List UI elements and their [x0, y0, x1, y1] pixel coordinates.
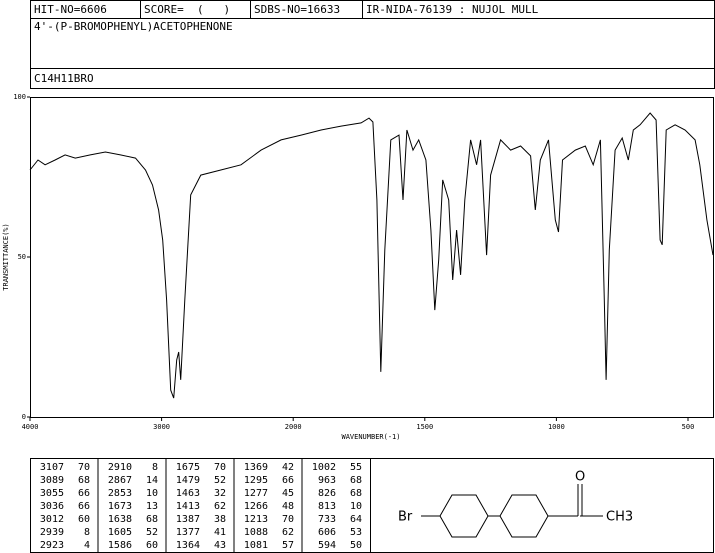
peak-transmittance: 60	[78, 514, 90, 525]
peak-wavenumber: 733	[318, 514, 336, 525]
atom-label: CH3	[606, 510, 633, 525]
peak-transmittance: 70	[214, 462, 226, 473]
peak-wavenumber: 1675	[176, 462, 200, 473]
peak-transmittance: 4	[84, 540, 90, 551]
peak-transmittance: 64	[350, 514, 362, 525]
peak-transmittance: 57	[282, 540, 294, 551]
ring	[499, 494, 549, 538]
peak-transmittance: 13	[146, 501, 158, 512]
peak-wavenumber: 594	[318, 540, 336, 551]
peak-transmittance: 62	[282, 527, 294, 538]
peak-transmittance: 68	[146, 514, 158, 525]
peak-transmittance: 70	[78, 462, 90, 473]
peak-wavenumber: 1213	[244, 514, 268, 525]
spectrum-line	[29, 112, 714, 399]
peak-transmittance: 52	[214, 475, 226, 486]
peak-transmittance: 66	[282, 475, 294, 486]
x-tick-label: 4000	[22, 423, 39, 431]
peak-wavenumber: 1295	[244, 475, 268, 486]
peak-wavenumber: 2923	[40, 540, 64, 551]
peak-wavenumber: 1277	[244, 488, 268, 499]
peak-transmittance: 60	[146, 540, 158, 551]
peak-transmittance: 48	[282, 501, 294, 512]
peak-transmittance: 53	[350, 527, 362, 538]
y-axis-label: TRANSMITTANCE(%)	[2, 223, 10, 290]
atom-label: Br	[398, 510, 413, 525]
peak-transmittance: 68	[350, 488, 362, 499]
atom-label: O	[575, 470, 585, 485]
peak-transmittance: 70	[282, 514, 294, 525]
peak-transmittance: 10	[146, 488, 158, 499]
peak-transmittance: 41	[214, 527, 226, 538]
peak-transmittance: 66	[78, 501, 90, 512]
peak-wavenumber: 3055	[40, 488, 64, 499]
peak-transmittance: 38	[214, 514, 226, 525]
peak-wavenumber: 1266	[244, 501, 268, 512]
peak-transmittance: 45	[282, 488, 294, 499]
peak-wavenumber: 1364	[176, 540, 200, 551]
peak-wavenumber: 2867	[108, 475, 132, 486]
y-tick-label: 100	[13, 93, 26, 101]
plot-frame	[30, 97, 714, 418]
peak-wavenumber: 3107	[40, 462, 64, 473]
peak-wavenumber: 2910	[108, 462, 132, 473]
peak-transmittance: 68	[350, 475, 362, 486]
peak-wavenumber: 1377	[176, 527, 200, 538]
peak-transmittance: 62	[214, 501, 226, 512]
formula: C14H11BRO	[34, 72, 94, 85]
peak-wavenumber: 1387	[176, 514, 200, 525]
peak-wavenumber: 1463	[176, 488, 200, 499]
score: SCORE= ( )	[144, 3, 230, 16]
x-axis-label: WAVENUMBER(-1)	[341, 433, 400, 441]
x-tick-label: 3000	[153, 423, 170, 431]
peak-wavenumber: 813	[318, 501, 336, 512]
peak-transmittance: 52	[146, 527, 158, 538]
peak-transmittance: 50	[350, 540, 362, 551]
peak-wavenumber: 606	[318, 527, 336, 538]
x-tick-label: 500	[682, 423, 695, 431]
ring	[439, 494, 489, 538]
peak-wavenumber: 3036	[40, 501, 64, 512]
peak-wavenumber: 1586	[108, 540, 132, 551]
peak-wavenumber: 1413	[176, 501, 200, 512]
peak-transmittance: 10	[350, 501, 362, 512]
ir-id: IR-NIDA-76139 : NUJOL MULL	[366, 3, 539, 16]
peak-wavenumber: 1088	[244, 527, 268, 538]
compound-name: 4'-(P-BROMOPHENYL)ACETOPHENONE	[34, 20, 233, 33]
peak-wavenumber: 963	[318, 475, 336, 486]
peak-wavenumber: 1638	[108, 514, 132, 525]
peak-wavenumber: 2853	[108, 488, 132, 499]
peak-wavenumber: 1479	[176, 475, 200, 486]
peak-wavenumber: 826	[318, 488, 336, 499]
peak-wavenumber: 3012	[40, 514, 64, 525]
peak-transmittance: 43	[214, 540, 226, 551]
x-tick-label: 1000	[548, 423, 565, 431]
peak-wavenumber: 3089	[40, 475, 64, 486]
peak-wavenumber: 1369	[244, 462, 268, 473]
hit-no: HIT-NO=6606	[34, 3, 107, 16]
peak-transmittance: 8	[152, 462, 158, 473]
peak-transmittance: 66	[78, 488, 90, 499]
peak-wavenumber: 1673	[108, 501, 132, 512]
peak-wavenumber: 2939	[40, 527, 64, 538]
y-tick-label: 0	[22, 413, 26, 421]
structure	[421, 484, 603, 538]
peak-wavenumber: 1002	[312, 462, 336, 473]
peak-transmittance: 68	[78, 475, 90, 486]
peak-wavenumber: 1081	[244, 540, 268, 551]
y-tick-label: 50	[18, 253, 26, 261]
x-tick-label: 1500	[416, 423, 433, 431]
peak-wavenumber: 1605	[108, 527, 132, 538]
peak-transmittance: 8	[84, 527, 90, 538]
peak-transmittance: 32	[214, 488, 226, 499]
x-tick-label: 2000	[285, 423, 302, 431]
peak-transmittance: 55	[350, 462, 362, 473]
sdbs-no: SDBS-NO=16633	[254, 3, 340, 16]
peak-transmittance: 14	[146, 475, 158, 486]
peak-transmittance: 42	[282, 462, 294, 473]
